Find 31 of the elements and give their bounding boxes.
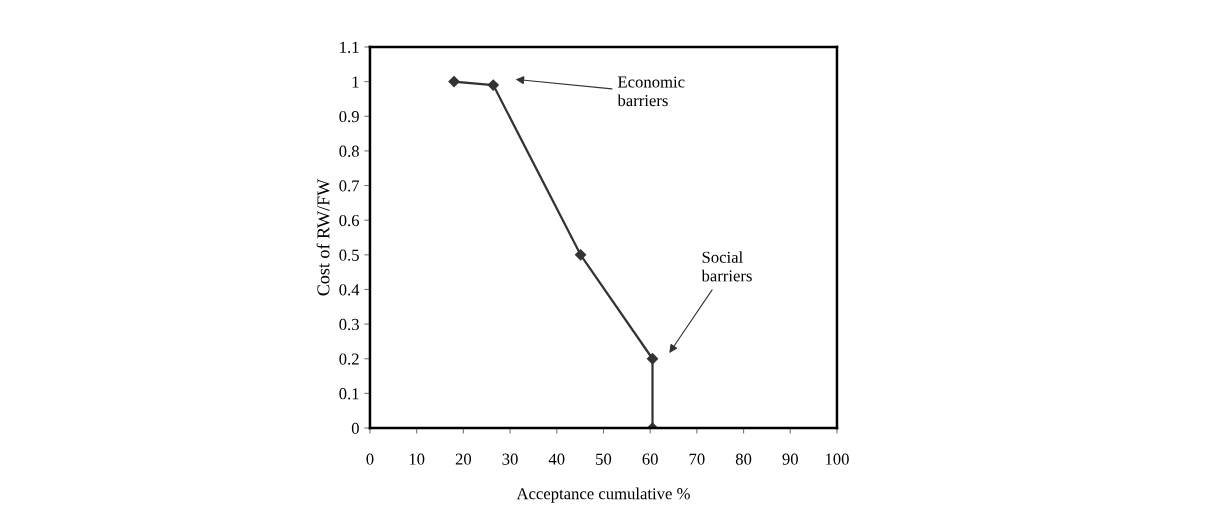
x-tick-label: 80 <box>735 453 752 465</box>
y-tick-label: 0.4 <box>339 284 360 296</box>
y-tick-label: 0.7 <box>339 180 360 192</box>
point <box>646 353 659 365</box>
x-tick-label: 70 <box>689 453 705 465</box>
annotation: Economic barriers <box>617 76 685 107</box>
y-tick-label: 0.6 <box>339 214 360 227</box>
y-tick-label: 0 <box>351 422 359 434</box>
x-tick-label: 20 <box>455 453 472 465</box>
point <box>448 76 460 88</box>
x-tick-label: 60 <box>642 453 658 465</box>
x-tick-label: 30 <box>502 453 518 465</box>
x-tick-label: 40 <box>548 453 565 465</box>
x-axis-title: Acceptance cumulative % <box>516 487 690 503</box>
y-tick-label: 0.5 <box>339 249 359 261</box>
y-tick-label: 0.9 <box>339 110 359 123</box>
point <box>574 249 587 261</box>
y-tick-label: 0.2 <box>339 353 359 365</box>
x-tick-label: 100 <box>825 453 849 465</box>
y-tick-label: 0.1 <box>339 388 359 400</box>
y-tick-label: 0.8 <box>339 145 359 157</box>
x-tick-label: 10 <box>409 453 425 465</box>
annotation: Social barriers <box>701 251 752 282</box>
y-tick-label: 0.3 <box>339 318 359 331</box>
x-tick-label: 90 <box>782 453 798 465</box>
y-tick-label: 1 <box>352 76 359 88</box>
x-tick-label: 0 <box>366 453 374 465</box>
y-tick-label: 1.1 <box>340 41 359 53</box>
y-axis-title: Cost of RW/FW <box>316 178 330 296</box>
x-tick-label: 50 <box>596 453 612 465</box>
point <box>487 79 499 91</box>
